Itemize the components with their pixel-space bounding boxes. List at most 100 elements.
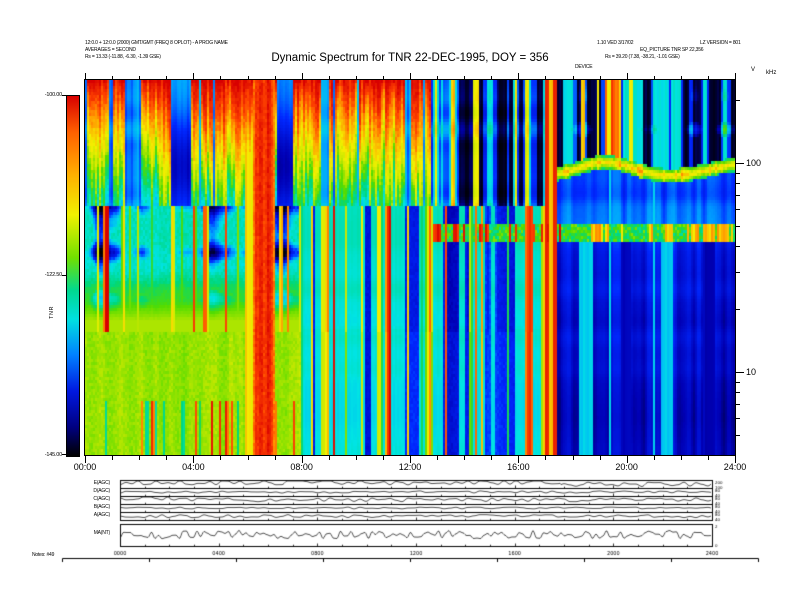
top-axis-tick xyxy=(518,73,519,80)
top-axis-tick xyxy=(139,76,140,80)
right-axis-minor-tick xyxy=(736,246,740,247)
colorbar-tick-max xyxy=(62,95,66,96)
top-axis-tick xyxy=(437,76,438,80)
bottom-axis-tick xyxy=(85,456,86,463)
time-tick-label: 24:00 xyxy=(723,462,747,472)
top-axis-tick xyxy=(627,73,628,80)
top-axis-tick xyxy=(464,76,465,80)
time-tick-label: 00:00 xyxy=(73,462,97,472)
bottom-axis-tick xyxy=(248,456,249,460)
header-left-line3: Rs = 13.33 (-11.88, -6.30, -1.39 GSE) xyxy=(85,54,161,60)
top-axis-tick xyxy=(410,73,411,80)
strip-panel-label: A(AGC) xyxy=(93,512,111,518)
top-axis-tick xyxy=(545,76,546,80)
right-axis-minor-tick xyxy=(736,382,740,383)
top-axis-tick xyxy=(573,76,574,80)
bottom-axis-tick xyxy=(139,456,140,460)
right-axis-minor-tick xyxy=(736,195,740,196)
top-axis-tick xyxy=(681,76,682,80)
time-tick-label: 12:00 xyxy=(398,462,422,472)
colorbar-label-max: -100.00 xyxy=(44,92,62,98)
bottom-axis-tick xyxy=(545,456,546,460)
top-axis-tick xyxy=(383,76,384,80)
colorbar-tick-mid xyxy=(62,275,66,276)
colorbar-label-mid: -122.50 xyxy=(44,272,62,278)
right-axis-minor-tick xyxy=(736,392,740,393)
bottom-axis-tick xyxy=(193,456,194,463)
freq-tick-label: 100 xyxy=(746,158,762,168)
bottom-axis-tick xyxy=(166,456,167,460)
right-axis-minor-tick xyxy=(736,272,740,273)
strip-panel-label: C(AGC) xyxy=(93,496,110,502)
time-tick-label: 16:00 xyxy=(507,462,530,472)
bottom-axis-tick xyxy=(654,456,655,460)
device-label: DEVICE xyxy=(575,64,593,70)
bottom-axis-tick xyxy=(410,456,411,463)
bottom-axis-tick xyxy=(302,456,303,463)
right-axis-minor-tick xyxy=(736,173,740,174)
bottom-axis-tick xyxy=(573,456,574,460)
strip-panels-canvas xyxy=(30,475,762,572)
time-tick-label: 04:00 xyxy=(182,462,205,472)
top-axis-tick xyxy=(220,76,221,80)
top-axis-tick xyxy=(302,73,303,80)
top-axis-tick xyxy=(654,76,655,80)
page-title: Dynamic Spectrum for TNR 22-DEC-1995, DO… xyxy=(271,52,549,64)
colorbar xyxy=(66,95,80,457)
right-axis-minor-tick xyxy=(736,418,740,419)
header-left-line2: AVERAGES = SECOND xyxy=(85,47,136,53)
bottom-axis-tick xyxy=(518,456,519,463)
bottom-axis-tick xyxy=(600,456,601,460)
spectrogram-frame xyxy=(84,79,736,456)
bottom-axis-tick xyxy=(437,456,438,460)
bottom-axis-tick xyxy=(329,456,330,460)
header-right-lz-version: LZ VERSION = 801 xyxy=(700,40,741,46)
colorbar-tick-min xyxy=(62,454,66,455)
bottom-axis-tick xyxy=(220,456,221,460)
bottom-axis-tick xyxy=(681,456,682,460)
time-tick-label: 08:00 xyxy=(290,462,313,472)
bottom-axis-tick xyxy=(735,456,736,463)
top-axis-tick xyxy=(166,76,167,80)
bottom-axis-tick xyxy=(356,456,357,460)
header-right-position: Rs = 39.20 (7.38, -38.21, -1.01 GSE) xyxy=(605,54,680,60)
top-axis-tick xyxy=(85,73,86,80)
bottom-axis-tick xyxy=(383,456,384,460)
bottom-axis-tick xyxy=(627,456,628,463)
colorbar-label-min: -145.00 xyxy=(44,452,62,458)
freq-tick-label: 10 xyxy=(746,367,757,377)
bottom-axis-tick xyxy=(275,456,276,460)
right-axis-minor-tick xyxy=(736,404,740,405)
freq-unit-label: kHz xyxy=(766,70,777,76)
top-axis-tick xyxy=(112,76,113,80)
top-axis-tick xyxy=(356,76,357,80)
strip-panel-label: D(AGC) xyxy=(93,488,110,494)
top-axis-tick xyxy=(600,76,601,80)
right-axis-major-tick xyxy=(736,372,744,373)
strip-panel-label: MA(NT) xyxy=(93,530,110,536)
top-axis-tick xyxy=(248,76,249,80)
header-left-line1: 12:0.0 + 12:0.0 (2000) GMT/GMT (FREQ 8 O… xyxy=(85,40,228,46)
footer-note: Notes: #49 xyxy=(32,552,55,558)
top-axis-tick xyxy=(735,73,736,80)
time-tick-label: 20:00 xyxy=(615,462,638,472)
header-right-version: 1.10 VED 3/17/02 xyxy=(597,40,634,46)
right-axis-minor-tick xyxy=(736,226,740,227)
top-axis-tick xyxy=(491,76,492,80)
right-axis-minor-tick xyxy=(736,100,740,101)
strip-panel-label: B(AGC) xyxy=(93,504,111,510)
spectrogram-canvas xyxy=(85,80,735,455)
right-axis-minor-tick xyxy=(736,209,740,210)
bottom-axis-tick xyxy=(112,456,113,460)
strip-panel-label: E(AGC) xyxy=(93,480,111,486)
bottom-axis-tick xyxy=(464,456,465,460)
right-axis-minor-tick xyxy=(736,183,740,184)
event-marker-v: V xyxy=(751,67,756,73)
right-axis-minor-tick xyxy=(736,309,740,310)
top-axis-tick xyxy=(275,76,276,80)
top-axis-tick xyxy=(329,76,330,80)
right-axis-minor-tick xyxy=(736,435,740,436)
bottom-axis-tick xyxy=(491,456,492,460)
bottom-axis-tick xyxy=(708,456,709,460)
